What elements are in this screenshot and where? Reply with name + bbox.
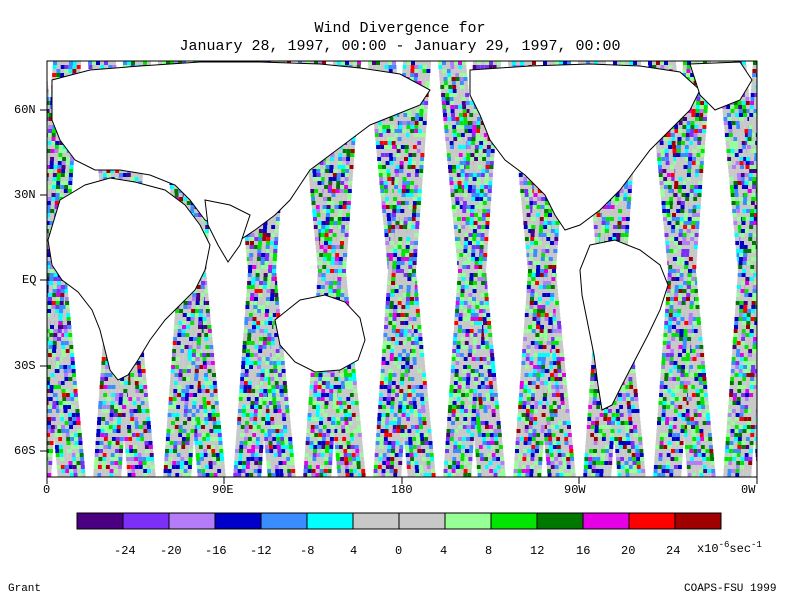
colorbar-label: -24 — [114, 544, 136, 558]
eurasia-coastline — [51, 61, 431, 241]
colorbar-swatch — [398, 512, 446, 530]
colorbar-label: -8 — [300, 544, 315, 558]
colorbar-label: 4 — [440, 544, 448, 558]
colorbar-swatch — [260, 512, 308, 530]
lat-label-60n: 60N — [14, 103, 36, 117]
colorbar-label: -12 — [250, 544, 272, 558]
north-america-coastline — [469, 63, 701, 231]
colorbar-swatch — [536, 512, 584, 530]
colorbar-swatch — [444, 512, 492, 530]
credit-organization: COAPS-FSU 1999 — [684, 583, 777, 595]
colorbar-swatch — [490, 512, 538, 530]
lon-label-0w: 0W — [741, 483, 756, 497]
colorbar-label: 4 — [350, 544, 358, 558]
colorbar-label: -16 — [205, 544, 227, 558]
greenland-coastline — [689, 61, 753, 111]
lon-label-0: 0 — [43, 483, 51, 497]
credit-author: Grant — [8, 583, 42, 595]
colorbar-label: 0 — [395, 544, 403, 558]
axis-ticks — [40, 109, 758, 484]
colorbar-label: 16 — [576, 544, 591, 558]
lat-label-30n: 30N — [14, 188, 36, 202]
south-america-coastline — [579, 239, 669, 411]
colorbar-swatch — [168, 512, 216, 530]
colorbar-label: 8 — [485, 544, 493, 558]
colorbar-swatch — [214, 512, 262, 530]
land-masses — [47, 61, 753, 411]
lon-label-90e: 90E — [212, 483, 234, 497]
colorbar-units: x10-6sec-1 — [697, 540, 762, 556]
colorbar-label: 20 — [621, 544, 636, 558]
africa-coastline — [47, 177, 211, 381]
chart-title-line1: Wind Divergence for — [314, 20, 486, 37]
lon-label-90w: 90W — [564, 483, 586, 497]
lon-label-180: 180 — [391, 483, 413, 497]
lat-label-30s: 30S — [14, 359, 36, 373]
colorbar-swatch — [306, 512, 354, 530]
colorbar-label: -20 — [160, 544, 182, 558]
colorbar-swatch — [628, 512, 676, 530]
colorbar-swatch — [582, 512, 630, 530]
colorbar-swatch — [674, 512, 722, 530]
colorbar-swatch — [352, 512, 400, 530]
colorbar-swatch — [122, 512, 170, 530]
lat-label-eq: EQ — [22, 273, 37, 287]
chart-title-line2: January 28, 1997, 00:00 - January 29, 19… — [179, 38, 621, 55]
india-coastline — [204, 199, 251, 263]
colorbar-swatch — [76, 512, 124, 530]
australia-coastline — [274, 294, 366, 373]
colorbar-label: 12 — [530, 544, 545, 558]
lat-label-60s: 60S — [14, 444, 36, 458]
colorbar-label: 24 — [666, 544, 681, 558]
